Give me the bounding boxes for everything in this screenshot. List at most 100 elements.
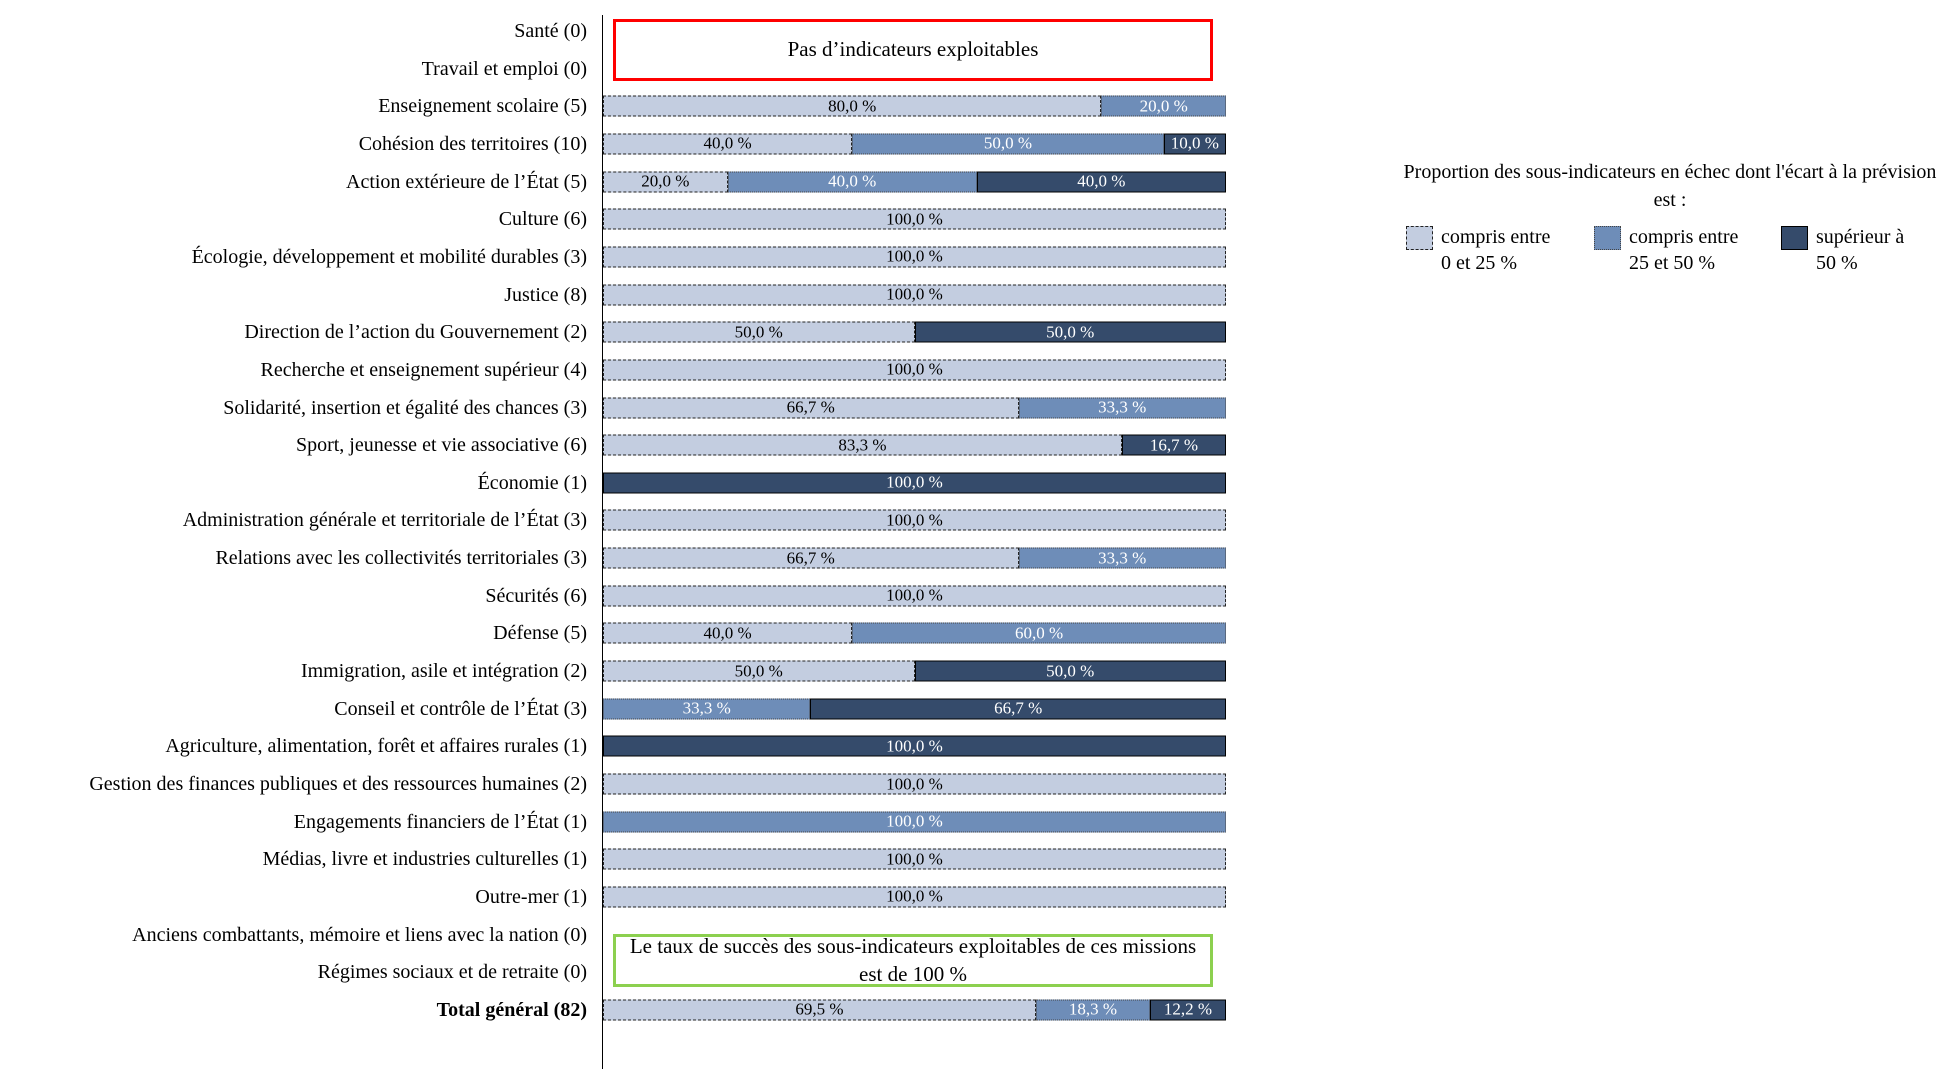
bar-segment-low: 20,0 % xyxy=(603,171,728,193)
data-label: 12,2 % xyxy=(1163,999,1213,1019)
bar-segment-mid: 40,0 % xyxy=(727,171,977,193)
data-label: 100,0 % xyxy=(886,209,943,229)
bar-row: 100,0 % xyxy=(603,246,1226,268)
bar-segment-low: 100,0 % xyxy=(603,585,1226,607)
bar-segment-low: 50,0 % xyxy=(603,321,915,343)
data-label: 100,0 % xyxy=(886,585,943,605)
no-data-annotation: Pas d’indicateurs exploitables xyxy=(613,19,1213,81)
bar-segment-low: 69,5 % xyxy=(603,999,1036,1021)
data-label: 50,0 % xyxy=(983,133,1033,153)
data-label: 100,0 % xyxy=(886,472,943,492)
bar-segment-high: 50,0 % xyxy=(914,321,1226,343)
bar-segment-low: 66,7 % xyxy=(603,547,1019,569)
data-label: 40,0 % xyxy=(1077,171,1126,191)
bar-segment-mid: 60,0 % xyxy=(852,622,1226,644)
bar-segment-low: 66,7 % xyxy=(603,397,1019,418)
bar-row: 100,0 % xyxy=(603,848,1226,870)
legend-title: Proportion des sous-indicateurs en échec… xyxy=(1403,161,1937,211)
bar-row: 80,0 % 20,0 % xyxy=(603,95,1226,117)
category-label: Outre-mer (1) xyxy=(475,885,587,908)
legend-label-low: compris entre 0 et 25 % xyxy=(1441,224,1550,276)
legend-line: supérieur à xyxy=(1816,226,1905,248)
data-label: 20,0 % xyxy=(1139,96,1188,116)
category-label: Engagements financiers de l’État (1) xyxy=(293,810,587,833)
data-label: 20,0 % xyxy=(641,171,690,191)
category-label: Immigration, asile et intégration (2) xyxy=(300,660,587,683)
data-label: 100,0 % xyxy=(886,246,943,266)
data-label: 50,0 % xyxy=(734,661,783,681)
bar-row: 50,0 % 50,0 % xyxy=(603,321,1226,343)
data-label: 16,7 % xyxy=(1149,435,1199,455)
bar-segment-low: 100,0 % xyxy=(603,773,1226,795)
data-label: 100,0 % xyxy=(886,359,943,379)
bar-row: 100,0 % xyxy=(603,886,1226,908)
bar-segment-low: 50,0 % xyxy=(603,660,915,682)
bar-row: 69,5 % 18,3 % 12,2 % xyxy=(603,999,1226,1021)
data-label: 40,0 % xyxy=(828,171,877,191)
bar-segment-mid: 33,3 % xyxy=(1018,547,1226,569)
data-label: 60,0 % xyxy=(1015,623,1064,643)
bar-row: 20,0 % 40,0 % 40,0 % xyxy=(603,171,1226,193)
data-label: 83,3 % xyxy=(838,435,887,455)
data-label: 40,0 % xyxy=(703,133,752,153)
legend-item-high: supérieur à 50 % xyxy=(1781,224,1904,276)
category-label: Sport, jeunesse et vie associative (6) xyxy=(295,434,587,457)
data-label: 100,0 % xyxy=(886,886,943,906)
data-label: 80,0 % xyxy=(828,96,877,116)
legend-line: compris entre xyxy=(1441,226,1551,248)
bar-segment-high: 40,0 % xyxy=(976,171,1226,193)
legend-line: compris entre xyxy=(1629,226,1739,248)
data-label: 100,0 % xyxy=(886,284,943,304)
data-label: 66,7 % xyxy=(786,548,835,568)
bar-segment-low: 40,0 % xyxy=(603,133,853,155)
bar-segment-high: 12,2 % xyxy=(1149,999,1226,1021)
category-label: Culture (6) xyxy=(498,208,587,231)
bar-row: 83,3 % 16,7 % xyxy=(603,434,1226,456)
bar-segment-low: 100,0 % xyxy=(603,246,1226,268)
category-label: Solidarité, insertion et égalité des cha… xyxy=(223,396,587,419)
category-label: Conseil et contrôle de l’État (3) xyxy=(334,697,587,720)
bar-segment-low: 100,0 % xyxy=(603,886,1226,908)
bar-row: 100,0 % xyxy=(603,208,1226,230)
full-success-annotation: Le taux de succès des sous-indicateurs e… xyxy=(613,934,1213,987)
bar-segment-high: 100,0 % xyxy=(603,472,1226,494)
bar-row: 100,0 % xyxy=(603,735,1226,757)
bar-segment-low: 100,0 % xyxy=(603,509,1226,531)
bar-segment-mid: 33,3 % xyxy=(1018,397,1226,418)
legend-line: 0 et 25 % xyxy=(1441,252,1518,274)
category-label: Travail et emploi (0) xyxy=(421,57,587,80)
data-label: 33,3 % xyxy=(1098,548,1147,568)
data-label: 100,0 % xyxy=(886,510,943,530)
legend-swatch-low xyxy=(1406,226,1433,250)
legend-item-mid: compris entre 25 et 50 % xyxy=(1594,224,1738,276)
bar-segment-high: 100,0 % xyxy=(603,735,1226,757)
bar-segment-low: 100,0 % xyxy=(603,284,1226,306)
category-label: Relations avec les collectivités territo… xyxy=(215,547,587,570)
legend-label-mid: compris entre 25 et 50 % xyxy=(1629,224,1738,276)
category-label: Santé (0) xyxy=(514,20,587,42)
category-label: Régimes sociaux et de retraite (0) xyxy=(317,961,587,984)
bar-segment-low: 100,0 % xyxy=(603,359,1226,381)
category-label: Médias, livre et industries culturelles … xyxy=(262,848,587,871)
bar-row: 100,0 % xyxy=(603,773,1226,795)
data-label: 33,3 % xyxy=(1098,397,1147,417)
data-label: 40,0 % xyxy=(703,623,752,643)
category-label: Recherche et enseignement supérieur (4) xyxy=(260,358,587,381)
bar-segment-high: 16,7 % xyxy=(1121,434,1226,456)
bar-segment-low: 40,0 % xyxy=(603,622,853,644)
category-label: Gestion des finances publiques et des re… xyxy=(89,773,587,795)
bar-row: 100,0 % xyxy=(603,585,1226,607)
bar-segment-mid: 20,0 % xyxy=(1101,95,1226,117)
bar-row: 40,0 % 60,0 % xyxy=(603,622,1226,644)
bar-row: 33,3 % 66,7 % xyxy=(603,698,1226,720)
bar-segment-mid: 33,3 % xyxy=(603,698,811,720)
bar-segment-mid: 50,0 % xyxy=(852,133,1164,155)
bar-segment-mid: 18,3 % xyxy=(1035,999,1150,1021)
category-label: Cohésion des territoires (10) xyxy=(358,132,587,155)
legend-swatch-mid xyxy=(1594,226,1621,250)
bar-segment-mid: 100,0 % xyxy=(603,811,1226,833)
category-label: Total général (82) xyxy=(436,998,587,1021)
legend-item-low: compris entre 0 et 25 % xyxy=(1406,224,1550,276)
bar-segment-low: 100,0 % xyxy=(603,848,1226,870)
bar-row: 100,0 % xyxy=(603,472,1226,494)
